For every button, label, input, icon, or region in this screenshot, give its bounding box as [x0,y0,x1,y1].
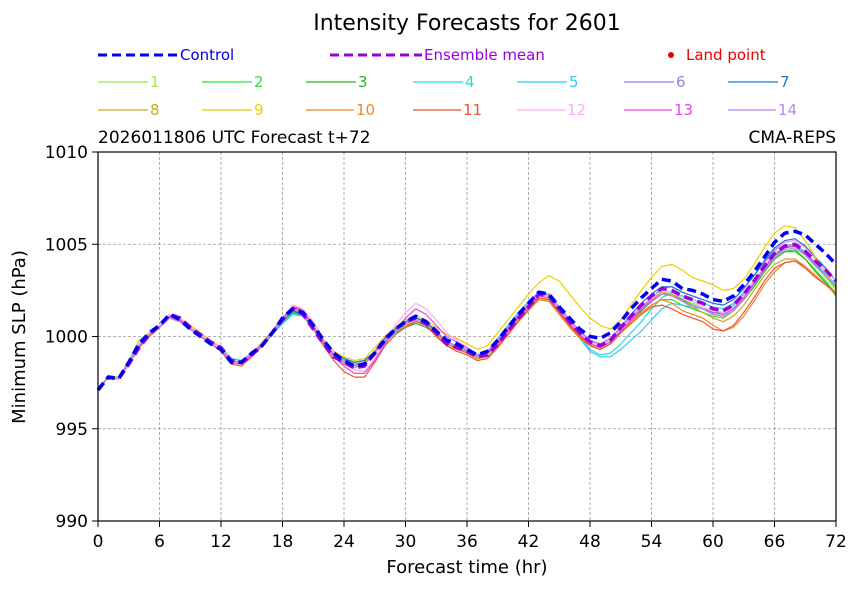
legend-label: 11 [463,101,482,119]
x-tick-label: 54 [641,532,663,552]
series-layer [96,225,838,392]
legend-label: 6 [676,73,686,91]
legend-entry-member-4: 4 [413,73,475,91]
legend-label: 8 [150,101,160,119]
land-point-marker [668,52,674,58]
x-tick-label: 18 [272,532,294,552]
legend-label: 5 [569,73,579,91]
y-tick-label: 990 [56,512,88,532]
legend-entry-member-7: 7 [728,73,790,91]
model-name-label: CMA-REPS [748,128,836,148]
legend-label: 14 [778,101,797,119]
x-tick-label: 0 [93,532,104,552]
legend-entry-member-9: 9 [202,101,264,119]
y-axis-label: Minimum SLP (hPa) [9,250,30,424]
legend-label: 13 [674,101,693,119]
legend-entry-member-2: 2 [202,73,264,91]
forecast-init-label: 2026011806 UTC Forecast t+72 [98,128,371,148]
legend-entry-member-1: 1 [98,73,160,91]
series-line-10 [97,260,837,391]
chart-title: Intensity Forecasts for 2601 [313,11,621,36]
legend-entry-member-3: 3 [306,73,368,91]
legend-label: 12 [567,101,586,119]
legend-label: 9 [254,101,264,119]
x-tick-label: 42 [518,532,540,552]
y-tick-label: 995 [56,420,88,440]
legend-label: Control [180,46,234,64]
legend-label: 3 [358,73,368,91]
x-tick-label: 12 [210,532,232,552]
x-tick-label: 24 [333,532,355,552]
legend-entry-member-8: 8 [98,101,160,119]
x-tick-label: 48 [579,532,601,552]
legend-entry-member-14: 14 [728,101,797,119]
legend-label: Ensemble mean [424,46,545,64]
axis-ticks: 0 6 12 18 24 30 36 42 48 54 60 66 72 990 995 1000 1005 10… [45,143,847,552]
legend-entry-member-5: 5 [517,73,579,91]
legend-entry-control: Control [98,46,234,64]
x-tick-label: 66 [764,532,786,552]
legend-entry-member-10: 10 [306,101,375,119]
legend-label: 4 [465,73,475,91]
x-axis-label: Forecast time (hr) [386,557,547,578]
y-tick-label: 1010 [45,143,88,163]
y-tick-label: 1000 [45,328,88,348]
x-tick-label: 36 [456,532,478,552]
legend-label: 10 [356,101,375,119]
legend-label: 2 [254,73,264,91]
x-tick-label: 6 [154,532,165,552]
legend-entry-member-11: 11 [413,101,482,119]
legend-entry-land-point: Land point [668,46,766,64]
x-tick-label: 60 [702,532,724,552]
legend-label: 1 [150,73,160,91]
series-line-11 [97,260,837,391]
legend-entry-member-6: 6 [624,73,686,91]
x-tick-label: 72 [825,532,847,552]
legend-entry-ensemble-mean: Ensemble mean [330,46,545,64]
legend-label: Land point [686,46,766,64]
legend-entry-member-12: 12 [517,101,586,119]
x-tick-label: 30 [395,532,417,552]
legend-label: 7 [780,73,790,91]
legend-entry-member-13: 13 [624,101,693,119]
y-tick-label: 1005 [45,235,88,255]
grid [97,151,837,522]
series-line-control [96,229,838,392]
